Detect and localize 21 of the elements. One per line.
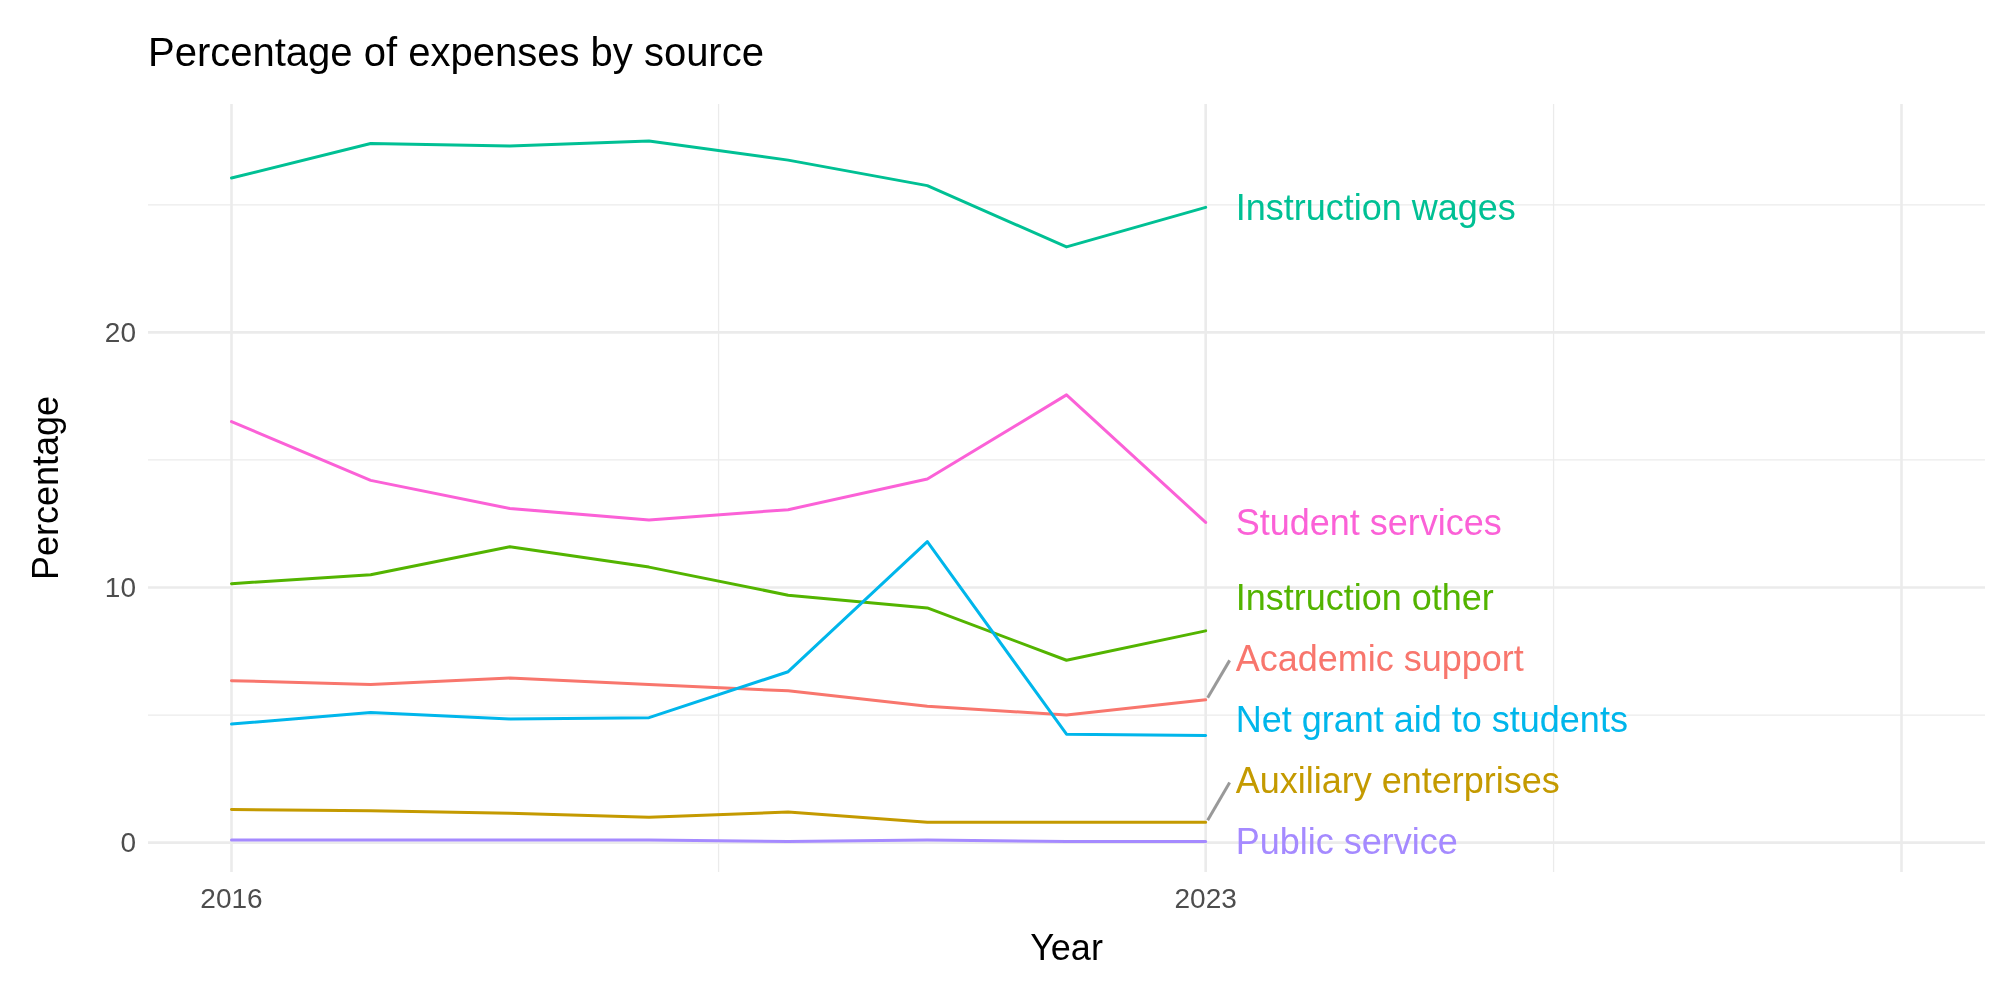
series-label: Auxiliary enterprises (1235, 759, 1560, 801)
line-series (230, 540, 1208, 737)
line-series (230, 393, 1208, 524)
y-tick-label: 20 (104, 317, 136, 349)
x-tick-label: 2023 (1174, 883, 1237, 914)
y-tick-label: 0 (120, 827, 136, 859)
series-label: Instruction other (1235, 576, 1494, 618)
x-tick-label: 2016 (200, 883, 263, 914)
line-series (230, 676, 1208, 717)
line-series (230, 807, 1208, 824)
line-series (230, 545, 1208, 662)
series-label: Student services (1235, 502, 1502, 544)
series-label: Net grant aid to students (1235, 698, 1628, 740)
series-label: Public service (1235, 820, 1458, 862)
x-axis-title: Year (1030, 927, 1103, 968)
line-series (230, 139, 1208, 249)
y-tick-label: 10 (104, 572, 136, 604)
series-label: Instruction wages (1235, 186, 1516, 228)
y-axis-title: Percentage (25, 395, 66, 581)
series-label: Academic support (1235, 637, 1524, 679)
chart-title: Percentage of expenses by source (148, 30, 764, 74)
